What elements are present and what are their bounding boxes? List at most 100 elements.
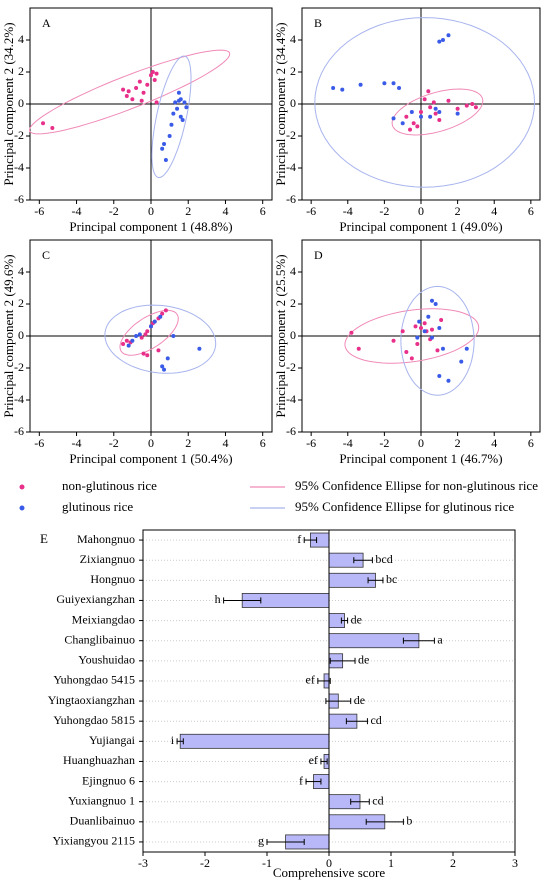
legend-marker: [19, 505, 25, 511]
confidence-ellipse: [104, 304, 217, 374]
y-tick-label: -6: [14, 192, 24, 206]
y-axis-label: Principal component 2 (49.6%): [1, 254, 16, 417]
significance-letter: b: [406, 814, 412, 828]
point: [160, 146, 165, 151]
x-tick-label: -4: [72, 436, 82, 450]
y-tick-label: 0: [18, 328, 24, 342]
point: [150, 70, 155, 74]
significance-letter: bc: [386, 572, 397, 586]
significance-letter: ef: [309, 753, 318, 767]
point: [163, 158, 168, 162]
point: [413, 324, 418, 329]
x-tick-label: -2: [379, 204, 389, 218]
x-tick-label: 0: [148, 204, 154, 218]
significance-letter: cd: [372, 793, 383, 807]
point: [473, 105, 478, 110]
x-tick-label: -2: [109, 204, 119, 218]
point: [408, 127, 413, 132]
y-tick-label: 0: [290, 328, 296, 342]
point: [429, 298, 434, 303]
point: [391, 81, 396, 86]
x-tick-label: -2: [379, 436, 389, 450]
category-label: Meixiangdao: [72, 612, 135, 626]
point: [178, 97, 183, 102]
point: [435, 348, 440, 353]
point: [419, 114, 423, 119]
significance-letter: bcd: [375, 552, 392, 566]
x-tick-label: -6: [34, 436, 44, 450]
point: [422, 329, 427, 334]
point: [137, 79, 142, 84]
category-label: Yuhongdao 5415: [53, 673, 135, 687]
point: [139, 335, 144, 340]
point: [409, 110, 414, 114]
x-tick-label: -6: [306, 436, 316, 450]
x-tick-label: -3: [138, 856, 148, 870]
point: [433, 302, 438, 306]
x-tick-label: 6: [528, 436, 534, 450]
point: [175, 106, 180, 111]
point: [358, 82, 363, 87]
point: [180, 118, 185, 122]
x-tick-label: 2: [455, 436, 461, 450]
point: [459, 359, 464, 364]
point: [415, 335, 420, 340]
point: [139, 98, 144, 103]
x-tick-label: 4: [222, 204, 228, 218]
significance-letter: f: [297, 532, 301, 546]
y-tick-label: -4: [14, 392, 24, 406]
y-axis-label: Principal component 2 (34.4%): [273, 22, 288, 185]
point: [182, 100, 187, 105]
point: [391, 116, 396, 121]
x-tick-label: -4: [343, 204, 353, 218]
point: [145, 82, 150, 87]
point: [440, 346, 445, 351]
category-label: Yuxiangnuo 1: [68, 793, 135, 807]
point: [149, 73, 153, 78]
point: [426, 89, 431, 94]
point: [126, 89, 131, 94]
point: [455, 106, 460, 111]
x-tick-label: 6: [260, 436, 266, 450]
x-tick-label: 4: [491, 436, 497, 450]
y-tick-label: -6: [286, 192, 296, 206]
point: [419, 110, 423, 114]
y-tick-label: -2: [14, 128, 24, 142]
point: [404, 350, 409, 354]
point: [130, 338, 135, 343]
x-tick-label: 2: [185, 204, 191, 218]
point: [419, 326, 423, 330]
confidence-ellipse: [151, 55, 192, 178]
point: [178, 114, 183, 119]
point: [437, 118, 442, 122]
y-tick-label: 2: [18, 64, 24, 78]
point: [141, 90, 146, 95]
y-axis-label: Principal component 2 (34.2%): [1, 22, 16, 185]
point: [404, 114, 409, 119]
point: [422, 321, 427, 326]
x-tick-label: -4: [72, 204, 82, 218]
point: [134, 86, 139, 90]
panel-label: A: [42, 16, 51, 30]
x-tick-label: -6: [34, 204, 44, 218]
significance-letter: i: [171, 733, 175, 747]
x-tick-label: -2: [200, 856, 210, 870]
point: [437, 110, 442, 114]
point: [145, 353, 150, 358]
y-tick-label: 4: [18, 264, 24, 278]
point: [433, 111, 438, 116]
point: [433, 106, 438, 111]
category-label: Zixiangnuo: [80, 552, 135, 566]
point: [349, 330, 354, 335]
point: [409, 356, 414, 361]
point: [340, 87, 345, 92]
y-tick-label: 2: [18, 296, 24, 310]
point: [160, 311, 165, 316]
x-tick-label: 0: [418, 204, 424, 218]
legend-label: non-glutinous rice: [62, 478, 157, 493]
y-tick-label: 4: [18, 32, 24, 46]
confidence-ellipse: [391, 88, 484, 136]
point: [437, 326, 442, 330]
category-label: Ejingnuo 6: [82, 773, 135, 787]
significance-letter: de: [358, 653, 369, 667]
